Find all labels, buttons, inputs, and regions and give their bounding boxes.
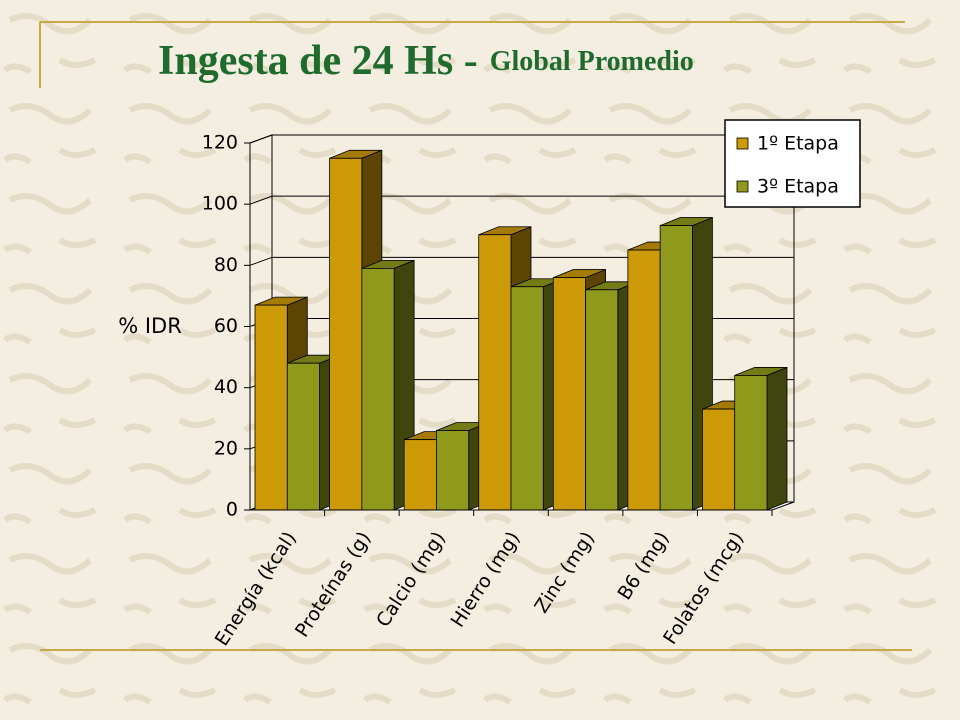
bar-front [510,286,544,511]
bar-front [478,234,512,511]
bar-front [552,277,586,511]
grid-line [249,195,794,205]
bar [659,216,713,511]
y-tick-label: 60 [214,315,238,337]
bar-front [436,430,470,511]
legend-label: 1º Etapa [757,133,839,155]
bar-front [329,157,363,511]
bar-front [702,408,736,511]
y-tick-label: 120 [202,132,238,154]
y-tick-label: 100 [202,193,238,215]
grid-line [249,134,794,144]
bar-front [659,225,693,511]
title: Ingesta de 24 Hs - [158,38,478,84]
y-axis-label: % IDR [118,314,182,338]
y-tick-label: 0 [226,499,238,521]
legend-swatch [736,137,749,150]
bar-front [403,439,437,511]
bar-front [286,362,320,511]
bar-front [585,289,619,511]
y-tick-label: 20 [214,437,238,459]
chart-title: Ingesta de 24 Hs - Global Promedio [158,38,694,84]
legend: 1º Etapa 3º Etapa [724,119,861,208]
legend-label: 3º Etapa [757,176,839,198]
bar [734,366,788,511]
bar-front [361,267,395,511]
subtitle: Global Promedio [490,46,694,77]
y-tick-label: 40 [214,376,238,398]
y-tick-label: 80 [214,254,238,276]
bar-side [766,366,788,511]
bar-front [254,304,288,511]
bar-front [734,375,768,511]
legend-swatch [736,180,749,193]
legend-box [724,119,861,208]
bar-front [627,249,661,511]
grid-line [249,256,794,266]
